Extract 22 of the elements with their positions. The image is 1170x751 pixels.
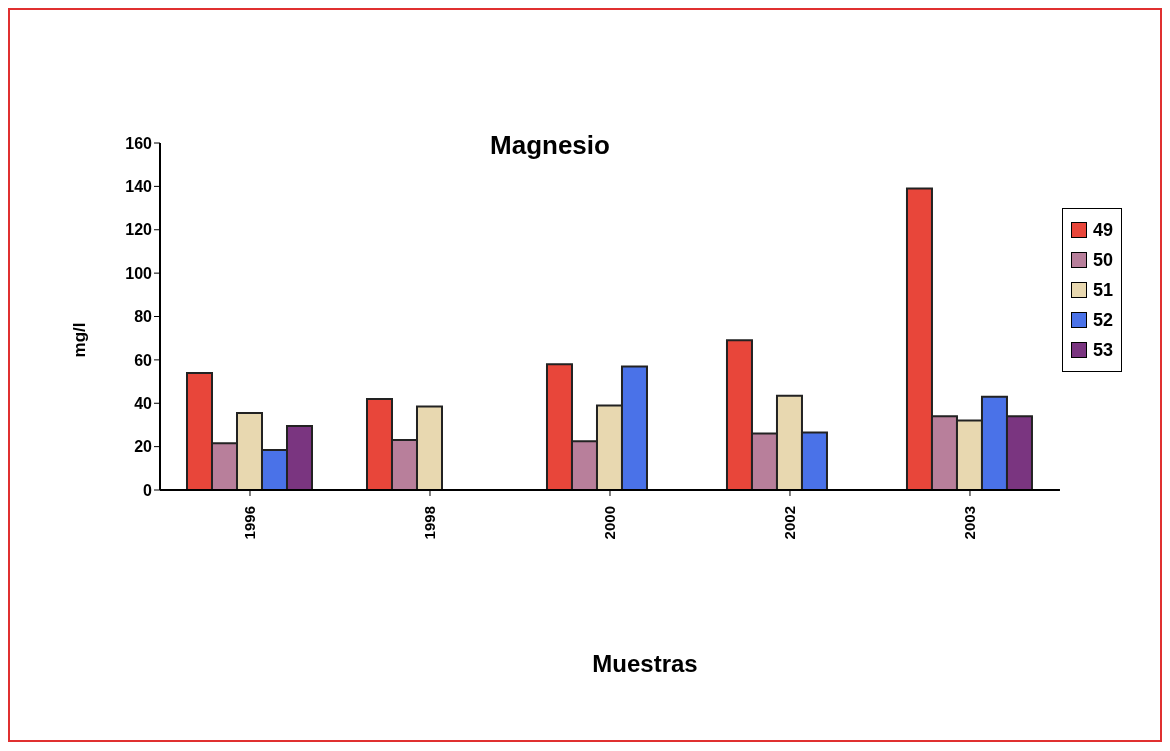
legend-label: 52 <box>1092 309 1113 331</box>
y-tick-label: 60 <box>134 351 153 369</box>
x-tick-label: 2002 <box>781 506 799 540</box>
y-tick-label: 120 <box>125 221 153 239</box>
y-tick-label: 100 <box>125 264 153 282</box>
y-tick-label: 0 <box>143 481 153 499</box>
x-tick-label: 1998 <box>421 506 439 540</box>
legend-label: 49 <box>1092 219 1113 241</box>
y-tick-label: 20 <box>134 438 153 456</box>
legend-label: 51 <box>1092 279 1113 301</box>
x-axis-title: Muestras <box>591 650 699 678</box>
y-axis-title: mg/l <box>70 321 90 360</box>
x-tick-label: 2000 <box>601 506 619 540</box>
x-tick-label: 2003 <box>961 506 979 540</box>
legend-label: 53 <box>1092 339 1113 361</box>
y-tick-label: 80 <box>134 308 153 326</box>
y-tick-label: 140 <box>125 178 153 196</box>
x-tick-label: 1996 <box>241 506 259 540</box>
chart-title: Magnesio <box>490 130 610 160</box>
y-tick-label: 40 <box>134 394 153 412</box>
y-tick-label: 160 <box>125 134 153 152</box>
legend-label: 50 <box>1092 249 1113 271</box>
